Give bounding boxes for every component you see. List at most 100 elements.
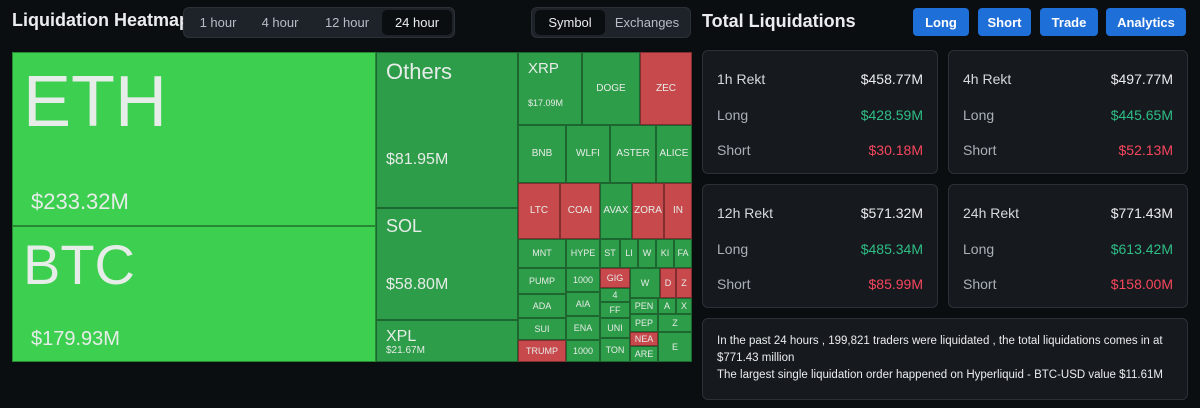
heatmap-tile[interactable]: Others $81.95M: [376, 52, 518, 208]
card-total: $771.43M: [1110, 205, 1173, 221]
tile-label: ARE: [634, 348, 654, 359]
heatmap-tile[interactable]: ZORA: [632, 183, 664, 239]
heatmap-tile[interactable]: 1000: [566, 268, 600, 292]
heatmap-tile[interactable]: LTC: [518, 183, 560, 239]
time-tabs: 1 hour 4 hour 12 hour 24 hour: [183, 7, 455, 38]
row-label: Short: [963, 142, 997, 158]
heatmap-tile[interactable]: Z: [676, 268, 692, 298]
heatmap-tile[interactable]: WLFI: [566, 125, 610, 183]
time-tab[interactable]: 12 hour: [324, 15, 370, 30]
action-button[interactable]: Long: [913, 8, 969, 36]
tile-label: NEA: [634, 333, 654, 344]
tile-label: A: [663, 300, 670, 311]
heatmap-tile[interactable]: LI: [620, 239, 638, 268]
tile-label: WLFI: [576, 148, 600, 159]
heatmap-tile[interactable]: ASTER: [610, 125, 656, 183]
heatmap-tile[interactable]: XRP $17.09M: [518, 52, 582, 125]
row-value: $428.59M: [860, 107, 923, 123]
tile-label: LTC: [529, 205, 549, 216]
tile-label: KI: [660, 248, 670, 258]
heatmap-tile[interactable]: W: [638, 239, 656, 268]
heatmap-tile[interactable]: BTC $179.93M: [12, 226, 376, 362]
heatmap-tile[interactable]: XPL $21.67M: [376, 320, 518, 362]
tile-label: W: [642, 248, 652, 258]
tile-value: $179.93M: [31, 328, 120, 350]
view-tab[interactable]: Symbol: [535, 10, 605, 35]
card-total: $458.77M: [860, 71, 923, 87]
view-tabs: Symbol Exchanges: [531, 7, 691, 38]
heatmap-tile[interactable]: ALICE: [656, 125, 692, 183]
heatmap-tile[interactable]: KI: [656, 239, 674, 268]
action-button[interactable]: Short: [978, 8, 1031, 36]
heatmap-tile[interactable]: MNT: [518, 239, 566, 268]
tile-label: D: [664, 277, 672, 288]
heatmap-tile[interactable]: D: [660, 268, 676, 298]
heatmap-tile[interactable]: PEN: [630, 298, 658, 314]
row-label: Short: [717, 142, 751, 158]
heatmap-tile[interactable]: AIA: [566, 292, 600, 316]
heatmap-tile[interactable]: NEA: [630, 332, 658, 346]
heatmap-tile[interactable]: Z: [658, 314, 692, 332]
tile-label: E: [671, 341, 678, 352]
tile-value: $21.67M: [386, 344, 425, 356]
card-total: $497.77M: [1110, 71, 1173, 87]
heatmap-tile[interactable]: TRUMP: [518, 340, 566, 362]
tile-label: Z: [672, 317, 678, 328]
tile-label: ENA: [573, 322, 593, 333]
heatmap-tile[interactable]: ENA: [566, 316, 600, 340]
heatmap-tile[interactable]: GIG: [600, 268, 630, 288]
heatmap-tile[interactable]: X: [676, 298, 692, 314]
row-label: Short: [717, 276, 751, 292]
heatmap-tile[interactable]: 1000: [566, 340, 600, 362]
tile-label: SOL: [386, 216, 423, 236]
view-tab[interactable]: Exchanges: [614, 15, 680, 30]
rekt-card: 24h Rekt $771.43M Long $613.42M Short $158.00…: [948, 184, 1188, 308]
summary-line: The largest single liquidation order hap…: [717, 369, 1163, 381]
heatmap-tile[interactable]: IN: [664, 183, 692, 239]
heatmap-tile[interactable]: COAI: [560, 183, 600, 239]
time-tab[interactable]: 4 hour: [261, 15, 299, 30]
tile-label: FF: [609, 304, 621, 315]
heatmap-tile[interactable]: ADA: [518, 294, 566, 318]
action-button[interactable]: Analytics: [1106, 8, 1186, 36]
heatmap-tile[interactable]: ST: [600, 239, 620, 268]
heatmap-tile[interactable]: FF: [600, 302, 630, 318]
row-value: $30.18M: [868, 142, 923, 158]
heatmap-tile[interactable]: UNI: [600, 318, 630, 338]
heatmap-tile[interactable]: W: [630, 268, 660, 298]
rekt-card: 4h Rekt $497.77M Long $445.65M Short $52.13M: [948, 50, 1188, 174]
summary: In the past 24 hours , 199,821 traders w…: [702, 318, 1188, 400]
heatmap-tile[interactable]: E: [658, 332, 692, 362]
heatmap-tile[interactable]: DOGE: [582, 52, 640, 125]
heatmap-tile[interactable]: AVAX: [600, 183, 632, 239]
heatmap-tile[interactable]: HYPE: [566, 239, 600, 268]
time-tab[interactable]: 1 hour: [199, 15, 237, 30]
heatmap-tile[interactable]: A: [658, 298, 676, 314]
heatmap-tile[interactable]: TON: [600, 338, 630, 362]
tile-label: UNI: [607, 322, 623, 333]
heatmap-tile[interactable]: BNB: [518, 125, 566, 183]
action-button[interactable]: Trade: [1040, 8, 1098, 36]
heatmap-tile[interactable]: SOL $58.80M: [376, 208, 518, 320]
heatmap-tile[interactable]: PEP: [630, 314, 658, 332]
heatmap-tile[interactable]: PUMP: [518, 268, 566, 294]
tile-label: MNT: [532, 248, 552, 258]
heatmap-tile[interactable]: FA: [674, 239, 692, 268]
tile-label: ZORA: [634, 205, 662, 216]
heatmap-tile[interactable]: 4: [600, 288, 630, 302]
tile-value: $58.80M: [386, 276, 449, 293]
heatmap-tile[interactable]: SUI: [518, 318, 566, 340]
row-label: Long: [963, 241, 995, 257]
page-title: Liquidation Heatmap: [12, 10, 191, 30]
time-tab[interactable]: 24 hour: [382, 10, 452, 35]
tile-label: Z: [681, 277, 687, 288]
heatmap-tile[interactable]: ETH $233.32M: [12, 52, 376, 226]
tile-label: IN: [673, 205, 683, 216]
heatmap-tile[interactable]: ARE: [630, 346, 658, 362]
card-title: 4h Rekt: [963, 71, 1012, 87]
row-label: Short: [963, 276, 997, 292]
row-value: $613.42M: [1110, 241, 1173, 257]
tile-value: $233.32M: [31, 189, 129, 214]
heatmap-tile[interactable]: ZEC: [640, 52, 692, 125]
